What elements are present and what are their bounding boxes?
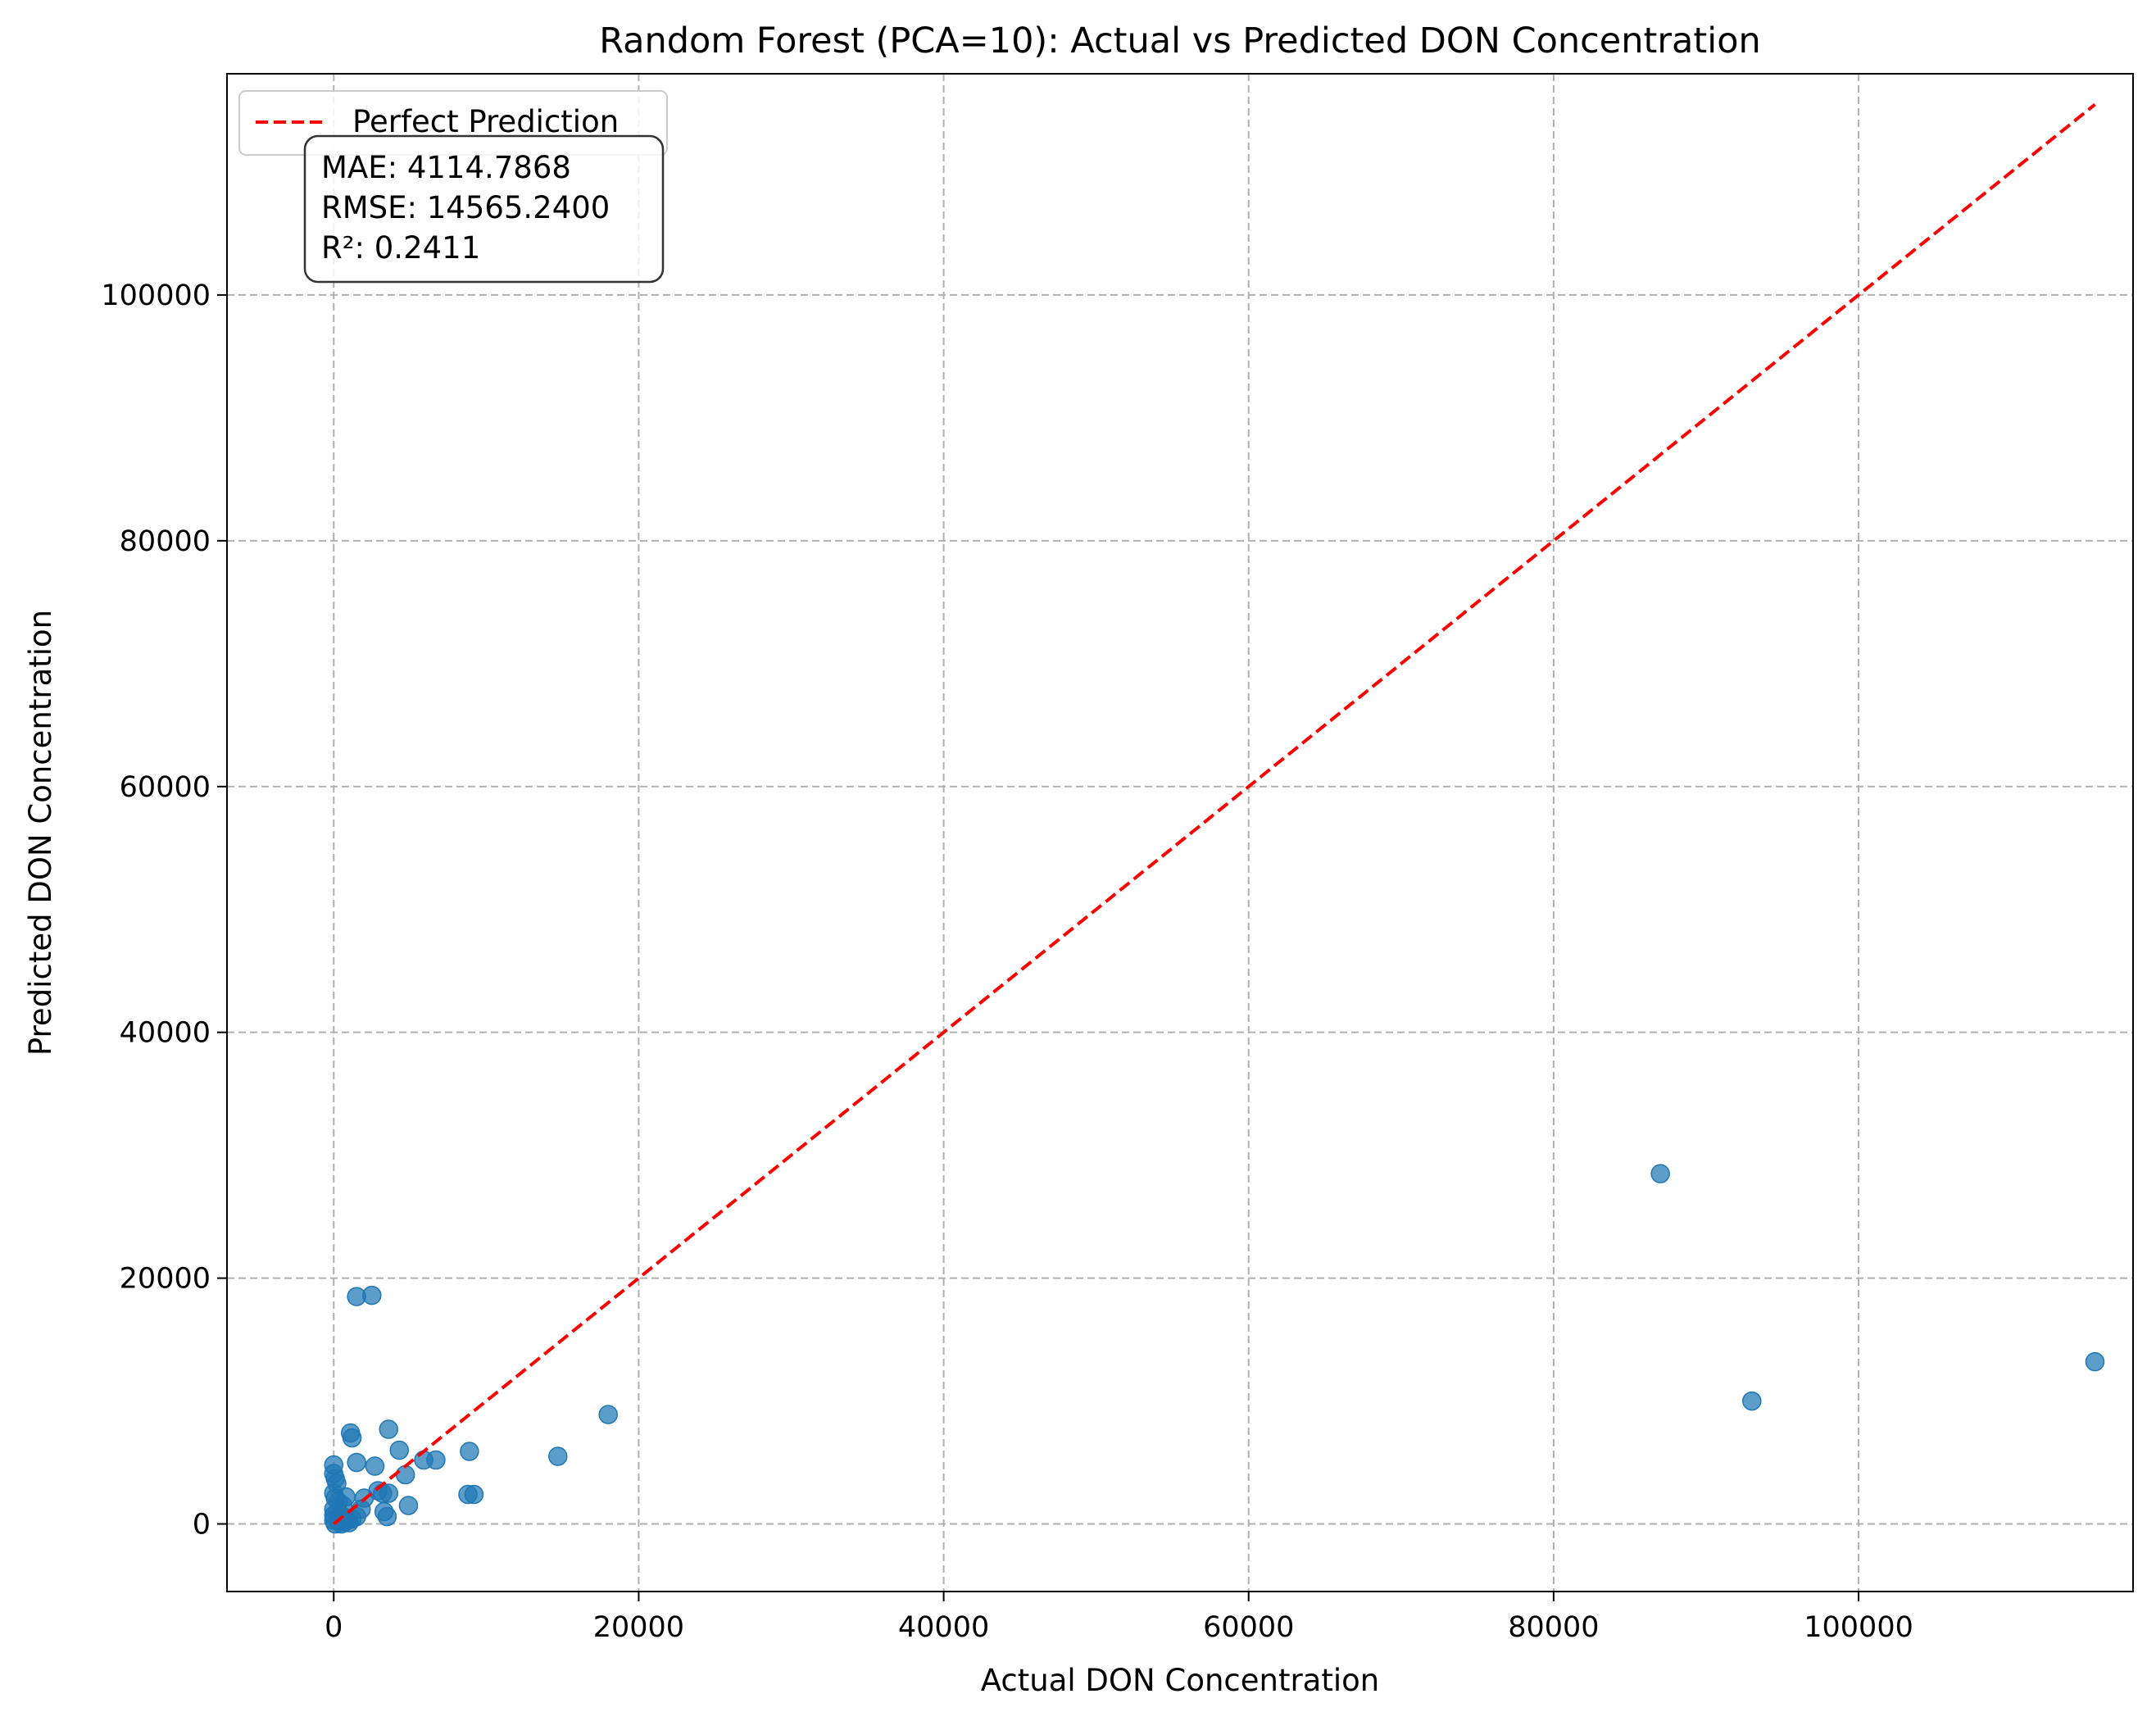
scatter-point — [389, 1440, 410, 1460]
scatter-point — [1742, 1391, 1762, 1411]
scatter-point — [395, 1464, 415, 1485]
x-tick-label: 80000 — [1508, 1611, 1599, 1644]
metric-mae: MAE: 4114.7868 — [321, 150, 571, 185]
perfect-prediction-line — [333, 102, 2096, 1526]
x-tick-label: 100000 — [1804, 1611, 1913, 1644]
scatter-point — [464, 1484, 484, 1505]
plot-frame — [226, 73, 2134, 1592]
y-tick-label: 20000 — [120, 1263, 211, 1296]
scatter-point — [373, 1483, 393, 1503]
x-tick-label: 40000 — [898, 1611, 989, 1644]
x-tick-label: 0 — [325, 1611, 343, 1644]
scatter-point — [398, 1496, 419, 1515]
legend-label: Perfect Prediction — [352, 104, 619, 139]
axis-ticks: 0 20000 40000 60000 80000 100000 0 20000 40000 60… — [101, 279, 1913, 1644]
scatter-point — [548, 1446, 568, 1466]
scatter-point — [365, 1456, 385, 1476]
scatter-point — [426, 1450, 446, 1470]
scatter-point — [460, 1442, 479, 1461]
scatter-point — [598, 1405, 618, 1424]
y-tick-label: 0 — [193, 1509, 211, 1542]
x-axis-label: Actual DON Concentration — [981, 1663, 1379, 1698]
scatter-point — [338, 1510, 357, 1530]
y-axis-label: Predicted DON Concentration — [23, 610, 58, 1056]
metric-rmse: RMSE: 14565.2400 — [321, 190, 610, 225]
x-tick-label: 20000 — [593, 1611, 684, 1644]
grid — [227, 74, 2133, 1592]
y-tick-label: 40000 — [120, 1017, 211, 1050]
scatter-point — [377, 1506, 397, 1527]
metrics-box: MAE: 4114.7868 RMSE: 14565.2400 R²: 0.24… — [303, 134, 665, 284]
scatter-point — [1650, 1164, 1670, 1183]
x-tick-label: 60000 — [1203, 1611, 1294, 1644]
metric-r2: R²: 0.2411 — [321, 230, 480, 266]
y-tick-label: 60000 — [120, 771, 211, 804]
chart-title: Random Forest (PCA=10): Actual vs Predic… — [599, 20, 1761, 61]
scatter-point — [379, 1419, 398, 1439]
scatter-point — [347, 1452, 366, 1473]
scatter-point — [2085, 1351, 2105, 1372]
scatter-point — [342, 1428, 362, 1448]
y-tick-label: 100000 — [101, 279, 211, 312]
metrics-box-frame — [303, 134, 665, 284]
scatter-point — [362, 1285, 382, 1306]
y-tick-label: 80000 — [120, 525, 211, 558]
